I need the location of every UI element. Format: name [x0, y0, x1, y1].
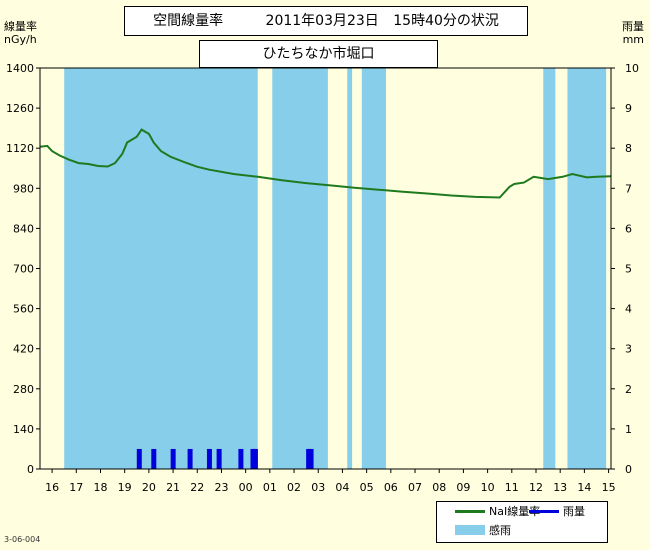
rain-bar: [151, 448, 157, 469]
x-tick-label: 09: [456, 481, 470, 494]
location-label: ひたちなか市堀口: [262, 46, 375, 62]
chart-title-box: 空間線量率 2011年03月23日 15時40分の状況: [124, 6, 528, 36]
rain-period-band: [361, 68, 386, 469]
rain-bar: [238, 448, 244, 469]
x-tick-label: 18: [93, 481, 107, 494]
legend: NaI線量率 雨量感雨: [436, 501, 608, 543]
y-right-tick-label: 7: [625, 182, 632, 195]
plot-frame: [39, 67, 612, 470]
x-tick-label: 21: [166, 481, 180, 494]
y-right-tick-label: 2: [625, 383, 632, 396]
legend-label: 感雨: [489, 524, 511, 537]
legend-item: 雨量: [529, 503, 585, 519]
x-tick-label: 17: [69, 481, 83, 494]
y-left-tick-label: 560: [13, 303, 34, 316]
rain-bar: [136, 448, 142, 469]
rain-period-band: [347, 68, 353, 469]
x-tick-label: 15: [602, 481, 616, 494]
x-tick-label: 03: [311, 481, 325, 494]
dose-rate-line: [39, 128, 612, 199]
x-tick-label: 16: [45, 481, 59, 494]
chart-title-time: 15時40分の状況: [393, 13, 499, 29]
y-right-tick-label: 10: [625, 62, 639, 75]
x-tick-label: 02: [287, 481, 301, 494]
y-left-axis-title: 線量率 nGy/h: [4, 20, 37, 46]
rain-bar: [170, 448, 176, 469]
x-tick-label: 04: [335, 481, 349, 494]
x-tick-label: 11: [505, 481, 519, 494]
y-right-tick-label: 5: [625, 263, 632, 276]
x-tick-label: 08: [432, 481, 446, 494]
x-tick-label: 07: [408, 481, 422, 494]
x-tick-label: 10: [481, 481, 495, 494]
y-left-tick-label: 700: [13, 263, 34, 276]
x-tick-label: 20: [142, 481, 156, 494]
x-tick-label: 00: [239, 481, 253, 494]
y-right-tick-label: 1: [625, 423, 632, 436]
y-left-tick-label: 980: [13, 182, 34, 195]
y-right-axis-title: 雨量 mm: [614, 20, 644, 46]
legend-label: NaI線量率: [489, 505, 541, 518]
y-right-tick-label: 6: [625, 222, 632, 235]
legend-swatch: [455, 509, 485, 513]
x-tick-label: 05: [360, 481, 374, 494]
x-tick-label: 13: [553, 481, 567, 494]
y-left-tick-label: 280: [13, 383, 34, 396]
rain-bar: [206, 448, 212, 469]
rain-period-band: [543, 68, 556, 469]
x-tick-label: 19: [118, 481, 132, 494]
legend-item: NaI線量率: [455, 503, 540, 519]
legend-swatch: [529, 509, 559, 513]
rain-period-band: [272, 68, 328, 469]
y-right-title-line2: mm: [622, 33, 644, 46]
x-tick-label: 01: [263, 481, 277, 494]
y-left-tick-label: 1120: [6, 142, 34, 155]
y-right-tick-label: 0: [625, 463, 632, 476]
chart-title-date: 2011年03月23日: [265, 13, 379, 29]
y-left-tick-label: 0: [27, 463, 34, 476]
rain-period-band: [64, 68, 258, 469]
rain-bar: [216, 448, 222, 469]
y-right-title-line1: 雨量: [622, 20, 644, 33]
footnote: 3-06-004: [4, 535, 41, 544]
y-left-title-line1: 線量率: [4, 20, 37, 33]
y-right-tick-label: 8: [625, 142, 632, 155]
rain-bar: [187, 448, 193, 469]
rain-bar: [252, 448, 258, 469]
legend-swatch: [455, 525, 485, 535]
y-left-tick-label: 840: [13, 222, 34, 235]
rain-period-band: [567, 68, 607, 469]
x-tick-label: 14: [577, 481, 591, 494]
chart-title-label: 空間線量率: [153, 13, 224, 29]
legend-label: 雨量: [563, 505, 585, 518]
y-right-tick-label: 9: [625, 102, 632, 115]
y-right-tick-label: 4: [625, 303, 632, 316]
y-left-tick-label: 1260: [6, 102, 34, 115]
x-tick-label: 12: [529, 481, 543, 494]
x-tick-label: 23: [214, 481, 228, 494]
y-left-tick-label: 140: [13, 423, 34, 436]
y-right-tick-label: 3: [625, 343, 632, 356]
x-tick-label: 06: [384, 481, 398, 494]
y-left-title-line2: nGy/h: [4, 33, 37, 46]
y-left-tick-label: 1400: [6, 62, 34, 75]
x-tick-label: 22: [190, 481, 204, 494]
y-left-tick-label: 420: [13, 343, 34, 356]
legend-item: 感雨: [455, 522, 511, 538]
rain-bar: [308, 448, 314, 469]
location-box: ひたちなか市堀口: [199, 40, 438, 68]
